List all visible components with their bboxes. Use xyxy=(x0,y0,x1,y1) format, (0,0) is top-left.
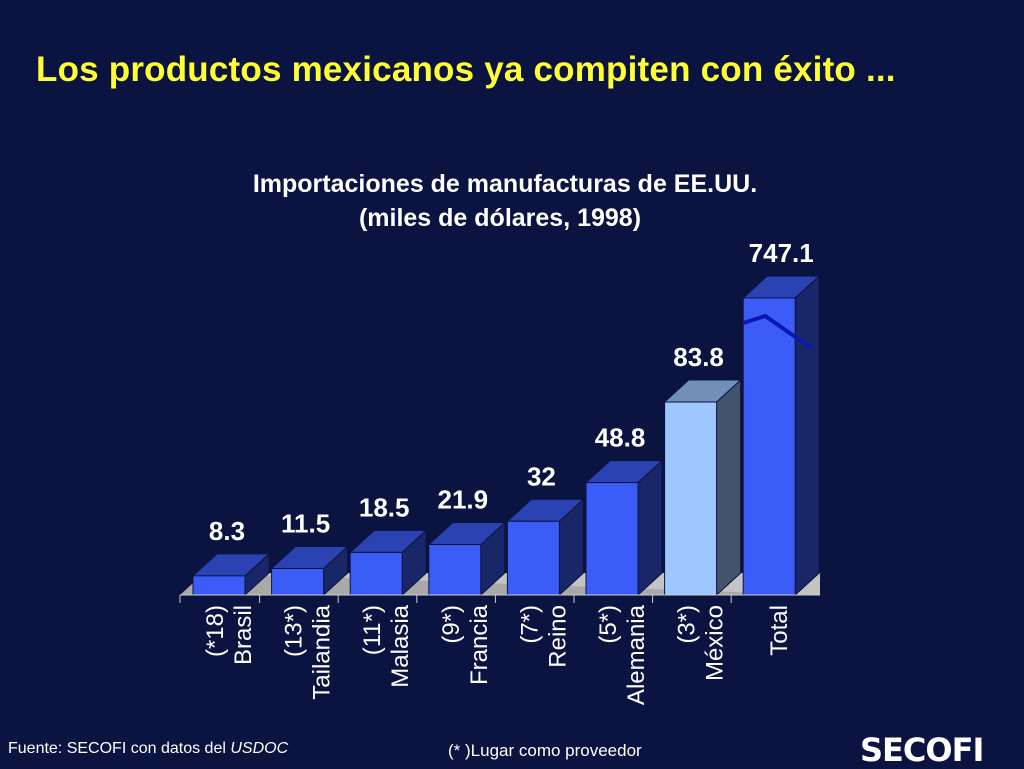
slide-title: Los productos mexicanos ya compiten con … xyxy=(36,50,896,89)
chart-title-line-1: Importaciones de manufacturas de EE.UU. xyxy=(253,170,757,198)
x-tick-label-2: (11*) Malasia xyxy=(359,604,414,687)
secofi-logo: SECOFI xyxy=(860,731,984,769)
category-rank: (*18) xyxy=(202,605,229,657)
x-tick-label-0: (*18) Brasil xyxy=(202,605,257,665)
data-label-1: 11.5 xyxy=(281,509,330,539)
category-rank: (7*) xyxy=(516,605,543,644)
bar-side xyxy=(716,378,742,597)
x-tick-label-7: Total xyxy=(766,605,793,656)
bar-group: 8.3 11.5 18.5 21.9 32 48.8 83.8 747.1 xyxy=(191,238,821,597)
bar-side xyxy=(637,459,663,597)
source-emphasis: USDOC xyxy=(230,740,289,757)
data-label-5: 48.8 xyxy=(595,423,646,453)
bar-5: 48.8 xyxy=(584,423,664,597)
category-name: Brasil xyxy=(230,605,257,665)
category-rank: (9*) xyxy=(438,605,465,644)
bar-front xyxy=(664,401,718,596)
rank-footnote: (* )Lugar como proveedor xyxy=(448,741,642,760)
x-tick-label-5: (5*) Alemania xyxy=(595,604,650,705)
bar-front xyxy=(271,568,325,596)
bar-front xyxy=(585,482,639,596)
source-text: Fuente: SECOFI con datos del xyxy=(8,740,231,757)
data-label-3: 21.9 xyxy=(437,485,488,515)
axis-break-mark xyxy=(742,313,813,350)
x-tick-label-1: (13*) Tailandia xyxy=(281,604,336,699)
bar-front xyxy=(428,544,482,596)
x-tick-label-4: (7*) Reino xyxy=(516,605,571,668)
data-label-0: 8.3 xyxy=(209,516,245,546)
category-rank: (3*) xyxy=(674,605,701,644)
category-name: Tailandia xyxy=(309,604,336,699)
category-name: Alemania xyxy=(623,604,650,705)
data-label-7: 747.1 xyxy=(749,238,814,268)
bar-6: 83.8 xyxy=(663,342,742,597)
bar-front xyxy=(742,297,796,596)
x-axis: (*18) Brasil (13*) Tailandia (11*) Malasia (9*… xyxy=(179,594,820,705)
bar-1: 11.5 xyxy=(270,509,349,597)
bar-7: 747.1 xyxy=(741,238,821,597)
bar-front xyxy=(349,551,403,596)
bar-2: 18.5 xyxy=(348,492,428,597)
category-rank: (5*) xyxy=(595,605,622,644)
bar-4: 32 xyxy=(506,461,585,597)
category-rank: (11*) xyxy=(359,605,386,655)
category-name: Total xyxy=(766,605,793,656)
category-name: Malasia xyxy=(387,604,414,687)
bar-front xyxy=(506,520,560,596)
category-name: Francia xyxy=(466,604,493,685)
category-rank: (13*) xyxy=(281,605,308,657)
bar-front xyxy=(192,575,246,596)
bar-3: 21.9 xyxy=(427,485,507,597)
category-name: Reino xyxy=(544,605,571,668)
bar-0: 8.3 xyxy=(191,516,271,597)
bar-side xyxy=(794,274,820,597)
data-label-4: 32 xyxy=(527,461,556,491)
data-label-2: 18.5 xyxy=(359,492,410,522)
data-label-6: 83.8 xyxy=(673,342,724,372)
x-tick-label-6: (3*) México xyxy=(674,605,729,681)
category-name: México xyxy=(702,605,729,681)
chart-title-line-2: (miles de dólares, 1998) xyxy=(359,204,641,232)
source-note: Fuente: SECOFI con datos del USDOC xyxy=(8,740,288,758)
x-tick-label-3: (9*) Francia xyxy=(438,604,493,685)
